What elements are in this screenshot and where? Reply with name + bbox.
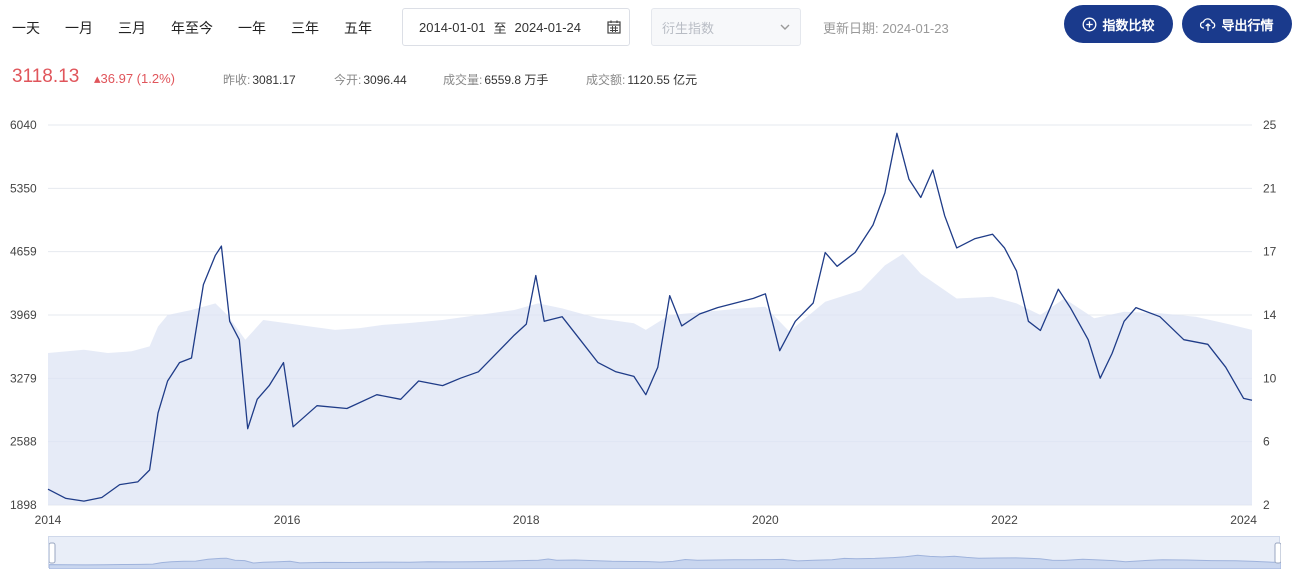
- y-left-tick-label: 4659: [10, 245, 37, 259]
- volume-label: 成交量:: [443, 73, 483, 87]
- navigator-preview: [48, 542, 1282, 570]
- navigator-handle: [1274, 542, 1282, 564]
- date-end[interactable]: 2024-01-24: [514, 19, 582, 35]
- index-compare-button[interactable]: 指数比较: [1064, 5, 1173, 43]
- y-left-tick-label: 6040: [10, 118, 37, 132]
- period-tabs: 一天 一月 三月 年至今 一年 三年 五年: [12, 18, 397, 38]
- x-tick-label: 2018: [513, 513, 540, 527]
- prev-close: 昨收: 3081.17: [223, 71, 296, 88]
- prev-close-value: 3081.17: [252, 73, 296, 87]
- toolbar: 一天 一月 三月 年至今 一年 三年 五年 2014-01-01 至 2024-…: [0, 0, 1298, 56]
- y-right-tick-label: 21: [1263, 181, 1277, 195]
- x-tick-label: 2014: [35, 513, 62, 527]
- export-quotes-label: 导出行情: [1221, 17, 1274, 33]
- date-start[interactable]: 2014-01-01: [419, 19, 486, 35]
- y-right-tick-label: 25: [1263, 118, 1277, 132]
- y-right-tick-label: 10: [1263, 371, 1277, 385]
- index-compare-label: 指数比较: [1102, 17, 1155, 33]
- date-range-picker[interactable]: 2014-01-01 至 2024-01-24: [402, 8, 630, 46]
- plus-circle-icon: [1083, 17, 1097, 31]
- tab-1y[interactable]: 一年: [238, 20, 266, 36]
- date-separator: 至: [493, 20, 507, 36]
- tab-3y[interactable]: 三年: [291, 20, 319, 36]
- derived-index-select[interactable]: 衍生指数: [651, 8, 801, 46]
- open-label: 今开:: [334, 73, 362, 87]
- export-quotes-button[interactable]: 导出行情: [1182, 5, 1292, 43]
- x-tick-label: 2022: [991, 513, 1018, 527]
- price-change: ▴36.97 (1.2%): [94, 71, 175, 86]
- amount-label: 成交额:: [586, 73, 626, 87]
- tab-ytd[interactable]: 年至今: [171, 20, 213, 36]
- y-left-tick-label: 1898: [10, 498, 37, 512]
- tab-5y[interactable]: 五年: [344, 20, 372, 36]
- update-date: 更新日期: 2024-01-23: [823, 21, 949, 36]
- tab-1m[interactable]: 一月: [65, 20, 93, 36]
- volume-value: 6559.8 万手: [484, 73, 549, 87]
- y-left-tick-label: 2588: [10, 435, 37, 449]
- y-right-tick-label: 6: [1263, 435, 1270, 449]
- prev-close-label: 昨收:: [223, 73, 251, 87]
- y-right-tick-label: 2: [1263, 498, 1270, 512]
- volume-area-series: [48, 253, 1252, 505]
- cloud-upload-icon: [1200, 17, 1216, 31]
- navigator-handle: [48, 542, 56, 564]
- x-tick-label: 2020: [752, 513, 779, 527]
- open-price: 今开: 3096.44: [334, 71, 407, 88]
- calendar-icon[interactable]: [607, 20, 621, 34]
- tab-3m[interactable]: 三月: [118, 20, 146, 36]
- derived-index-placeholder: 衍生指数: [662, 20, 715, 36]
- y-right-tick-label: 14: [1263, 308, 1277, 322]
- y-right-tick-label: 17: [1263, 245, 1277, 259]
- y-left-tick-label: 3279: [10, 371, 37, 385]
- index-line-series: [47, 132, 1253, 502]
- y-left-tick-label: 3969: [10, 308, 37, 322]
- amount-value: 1120.55 亿元: [627, 73, 698, 87]
- x-tick-label: 2024: [1230, 513, 1257, 527]
- tab-1d[interactable]: 一天: [12, 20, 40, 36]
- x-tick-label: 2016: [274, 513, 301, 527]
- open-value: 3096.44: [363, 73, 407, 87]
- amount: 成交额: 1120.55 亿元: [586, 71, 697, 88]
- volume: 成交量: 6559.8 万手: [443, 71, 548, 88]
- chevron-down-icon: [780, 24, 790, 30]
- range-navigator[interactable]: [48, 536, 1282, 570]
- current-price: 3118.13: [12, 66, 80, 87]
- navigator-series: [48, 554, 1282, 570]
- y-left-tick-label: 5350: [10, 181, 37, 195]
